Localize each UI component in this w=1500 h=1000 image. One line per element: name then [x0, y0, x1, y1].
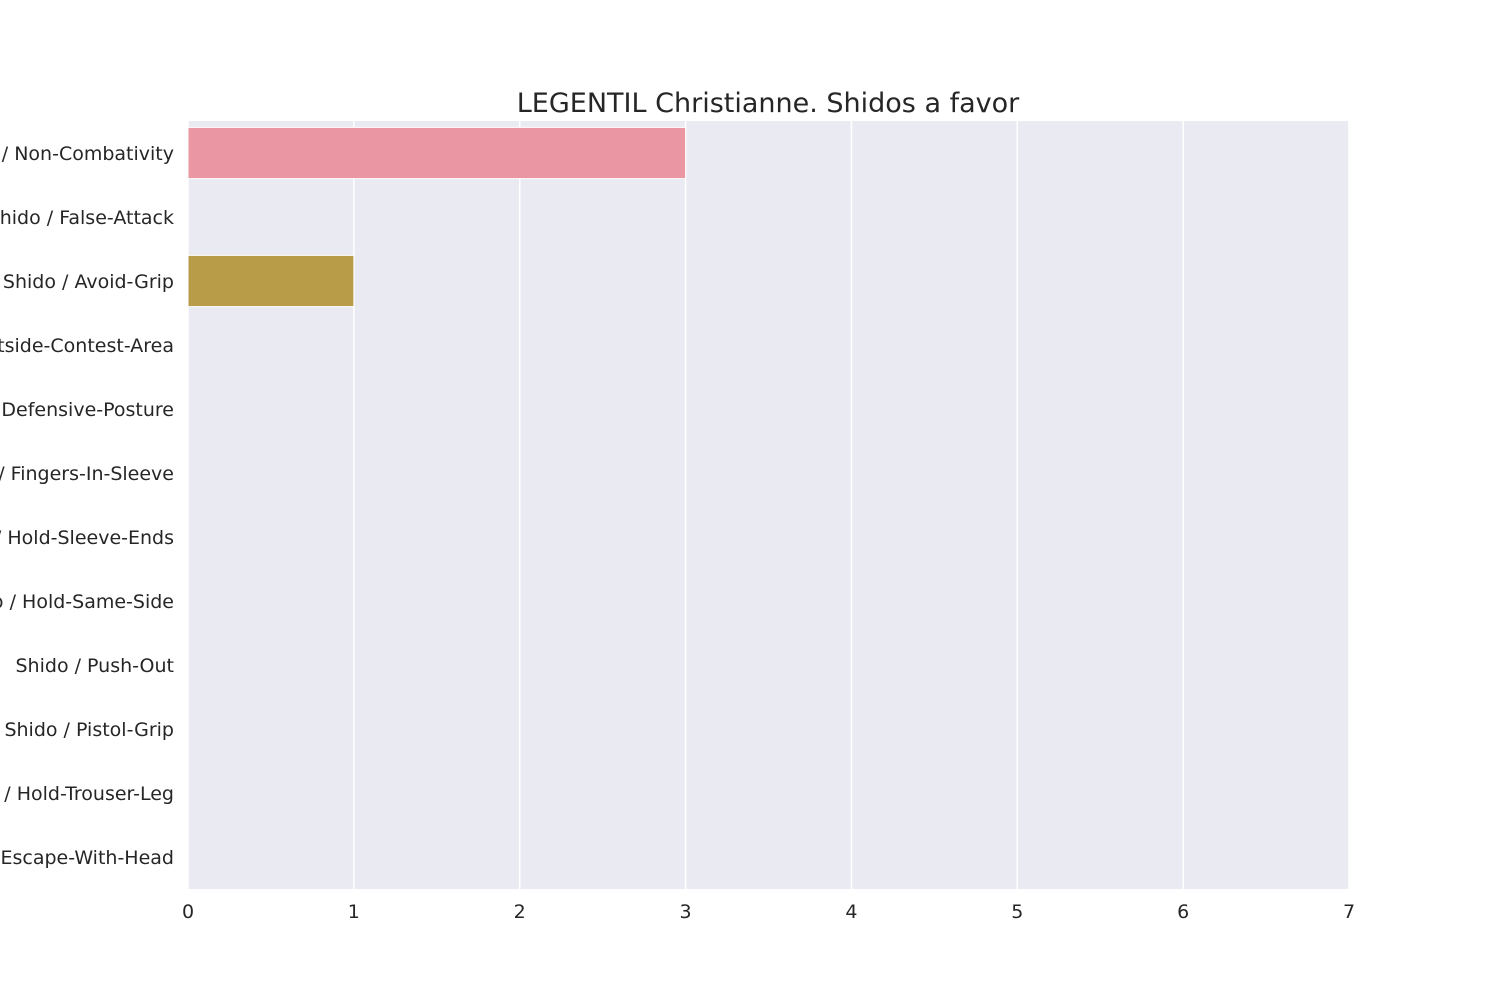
y-tick-label-6: Shido / Hold-Sleeve-Ends	[0, 527, 174, 549]
y-tick-label-5: Shido / Fingers-In-Sleeve	[0, 463, 174, 485]
y-tick-label-10: Shido / Hold-Trouser-Leg	[0, 783, 174, 805]
x-tick-label-3: 3	[680, 901, 692, 923]
y-tick-label-0: Shido / Non-Combativity	[0, 143, 174, 165]
y-tick-label-8: Shido / Push-Out	[16, 655, 175, 677]
x-tick-label-6: 6	[1177, 901, 1189, 923]
y-tick-label-1: Shido / False-Attack	[0, 207, 174, 229]
bar-0	[187, 126, 687, 180]
x-tick-label-4: 4	[845, 901, 857, 923]
chart-title: LEGENTIL Christianne. Shidos a favor	[517, 88, 1020, 119]
x-tick-label-7: 7	[1343, 901, 1355, 923]
y-tick-label-4: Shido / Defensive-Posture	[0, 399, 174, 421]
y-tick-label-9: Shido / Pistol-Grip	[4, 719, 174, 741]
gridlines	[187, 121, 1350, 889]
x-tick-label-1: 1	[348, 901, 360, 923]
x-tick-labels: 0 1 2 3 4 5 6 7	[182, 901, 1355, 923]
y-tick-label-2: Shido / Avoid-Grip	[3, 271, 174, 293]
x-tick-label-5: 5	[1011, 901, 1023, 923]
plot-area	[188, 121, 1349, 889]
x-tick-label-0: 0	[182, 901, 194, 923]
y-tick-label-3: Shido / Outside-Contest-Area	[0, 335, 174, 357]
bars	[187, 126, 687, 308]
y-tick-labels: Shido / Non-Combativity Shido / False-Att…	[0, 143, 174, 869]
y-tick-label-7: Shido / Hold-Same-Side	[0, 591, 174, 613]
x-tick-label-2: 2	[514, 901, 526, 923]
y-tick-label-11: Shido / Escape-With-Head	[0, 847, 174, 869]
bar-2	[187, 254, 355, 308]
